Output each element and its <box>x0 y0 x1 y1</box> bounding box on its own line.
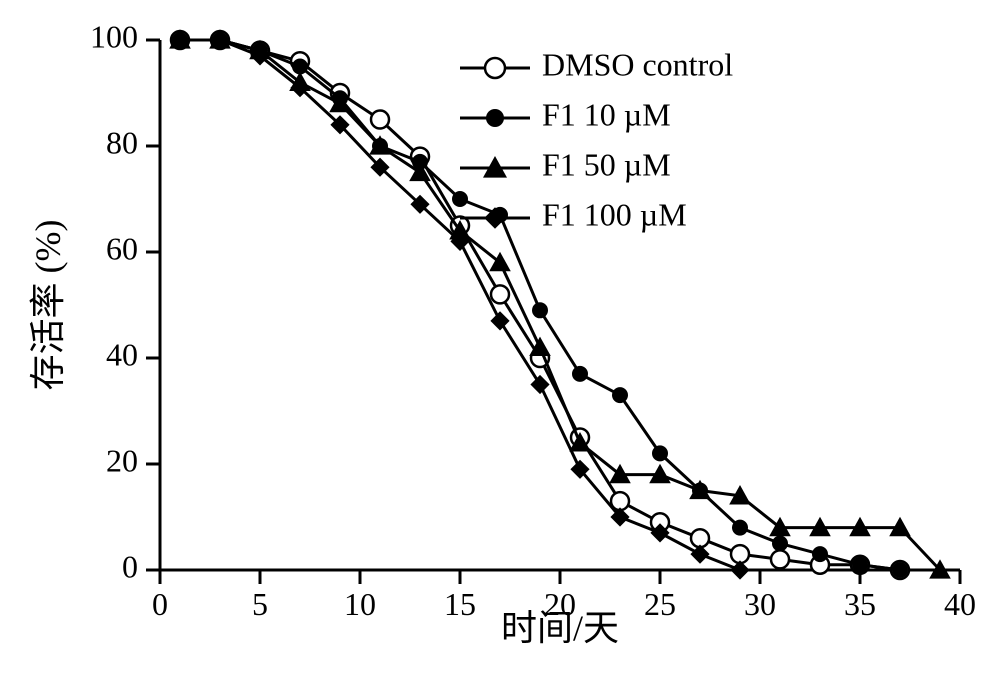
y-axis-label: 存活率 (%) <box>28 220 68 391</box>
svg-text:10: 10 <box>344 586 376 622</box>
series-f1-10-µm <box>172 32 908 578</box>
survival-chart: 0204060801000510152025303540存活率 (%)时间/天D… <box>0 0 1000 688</box>
svg-text:5: 5 <box>252 586 268 622</box>
legend-item: F1 50 µM <box>460 146 671 182</box>
svg-text:80: 80 <box>106 124 138 160</box>
svg-text:60: 60 <box>106 230 138 266</box>
svg-text:35: 35 <box>844 586 876 622</box>
svg-text:0: 0 <box>122 548 138 584</box>
svg-text:15: 15 <box>444 586 476 622</box>
legend-item: F1 10 µM <box>460 96 671 132</box>
legend-label: F1 50 µM <box>542 146 671 182</box>
svg-text:100: 100 <box>90 18 138 54</box>
legend: DMSO control F1 10 µM F1 50 µM F1 100 µM <box>460 46 733 232</box>
legend-label: F1 100 µM <box>542 196 687 232</box>
svg-text:0: 0 <box>152 586 168 622</box>
legend-item: DMSO control <box>460 46 733 82</box>
legend-item: F1 100 µM <box>460 196 687 232</box>
svg-text:30: 30 <box>744 586 776 622</box>
chart-svg: 0204060801000510152025303540存活率 (%)时间/天D… <box>0 0 1000 688</box>
legend-label: F1 10 µM <box>542 96 671 132</box>
legend-label: DMSO control <box>542 46 733 82</box>
svg-text:25: 25 <box>644 586 676 622</box>
x-axis-label: 时间/天 <box>501 608 619 648</box>
svg-text:20: 20 <box>106 442 138 478</box>
svg-text:40: 40 <box>944 586 976 622</box>
svg-text:40: 40 <box>106 336 138 372</box>
